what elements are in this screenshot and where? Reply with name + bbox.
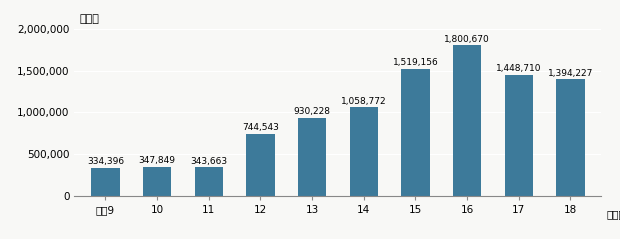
Text: 930,228: 930,228: [293, 108, 330, 116]
Text: 1,394,227: 1,394,227: [547, 69, 593, 78]
Text: 1,448,710: 1,448,710: [496, 64, 541, 73]
Bar: [143, 167, 171, 196]
Text: 1,058,772: 1,058,772: [341, 97, 386, 106]
Text: 347,849: 347,849: [138, 156, 175, 165]
Bar: [298, 118, 326, 196]
Bar: [246, 134, 275, 196]
Bar: [556, 79, 585, 196]
Bar: [350, 107, 378, 196]
Bar: [91, 168, 120, 196]
Bar: [195, 167, 223, 196]
Text: 1,800,670: 1,800,670: [444, 35, 490, 44]
Bar: [505, 75, 533, 196]
Text: （年）: （年）: [606, 209, 620, 219]
Text: （件）: （件）: [79, 14, 99, 24]
Text: 334,396: 334,396: [87, 157, 124, 166]
Bar: [401, 69, 430, 196]
Bar: [453, 45, 481, 196]
Text: 1,519,156: 1,519,156: [392, 58, 438, 67]
Text: 343,663: 343,663: [190, 157, 228, 166]
Text: 744,543: 744,543: [242, 123, 279, 132]
